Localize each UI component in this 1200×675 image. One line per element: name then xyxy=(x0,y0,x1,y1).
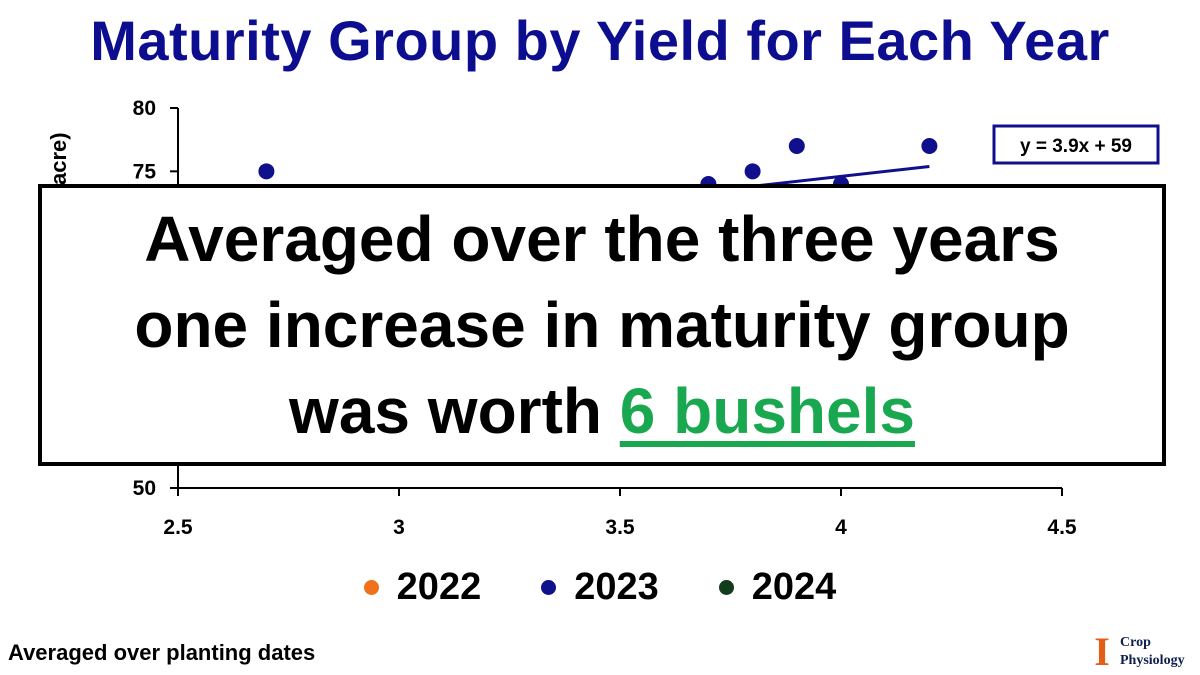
x-tick-label: 4 xyxy=(835,516,847,539)
logo-text: Crop Physiology xyxy=(1120,634,1185,670)
x-tick-label: 2.5 xyxy=(163,516,193,539)
y-tick-label: 80 xyxy=(133,97,156,120)
y-tick-label: 75 xyxy=(133,160,157,183)
data-point-2023 xyxy=(921,138,938,154)
x-tick-label: 4.5 xyxy=(1047,516,1077,539)
chart-axes: 2.5 3 3.5 4 4.5 80 75 50 xyxy=(133,97,1077,539)
overlay-line-3-prefix: was worth xyxy=(289,375,620,447)
legend-label-2024: 2024 xyxy=(751,566,837,608)
data-point-2023 xyxy=(258,163,275,180)
trendline-equation-box: y = 3.9x + 59 xyxy=(992,124,1160,165)
y-axis-label: acre) xyxy=(46,132,71,185)
takeaway-overlay-box: Averaged over the three years one increa… xyxy=(38,184,1166,466)
legend-item-2022: 2022 xyxy=(363,566,482,609)
chart-legend: 2022 2023 2024 xyxy=(0,566,1200,609)
illinois-block-i-icon: I xyxy=(1094,629,1110,674)
x-tick-label: 3.5 xyxy=(605,516,635,539)
overlay-line-1: Averaged over the three years xyxy=(144,203,1060,275)
scatter-chart: 2.5 3 3.5 4 4.5 80 75 50 y = 3.9x + 59 acre) xyxy=(46,97,1160,539)
logo-text-line1: Crop xyxy=(1120,635,1151,650)
x-tick-label: 3 xyxy=(393,516,405,539)
overlay-line-2: one increase in maturity group xyxy=(134,289,1070,361)
chart-title: Maturity Group by Yield for Each Year xyxy=(90,9,1110,72)
y-tick-label: 50 xyxy=(133,477,156,500)
legend-item-2024: 2024 xyxy=(718,566,837,609)
highlight-bushels: 6 bushels xyxy=(619,375,915,447)
data-point-2023 xyxy=(788,138,805,154)
legend-marker-2022 xyxy=(363,580,379,595)
legend-item-2023: 2023 xyxy=(541,566,659,609)
footnote: Averaged over planting dates xyxy=(8,640,316,665)
legend-label-2023: 2023 xyxy=(574,566,659,608)
trendline-equation: y = 3.9x + 59 xyxy=(1020,136,1132,157)
legend-label-2022: 2022 xyxy=(396,566,482,608)
legend-marker-2024 xyxy=(718,580,734,595)
data-point-2023 xyxy=(744,163,761,180)
crop-physiology-logo: I Crop Physiology xyxy=(1090,629,1185,674)
logo-text-line2: Physiology xyxy=(1120,653,1185,668)
overlay-line-3: was worth 6 bushels xyxy=(289,368,915,454)
legend-marker-2023 xyxy=(541,580,557,595)
